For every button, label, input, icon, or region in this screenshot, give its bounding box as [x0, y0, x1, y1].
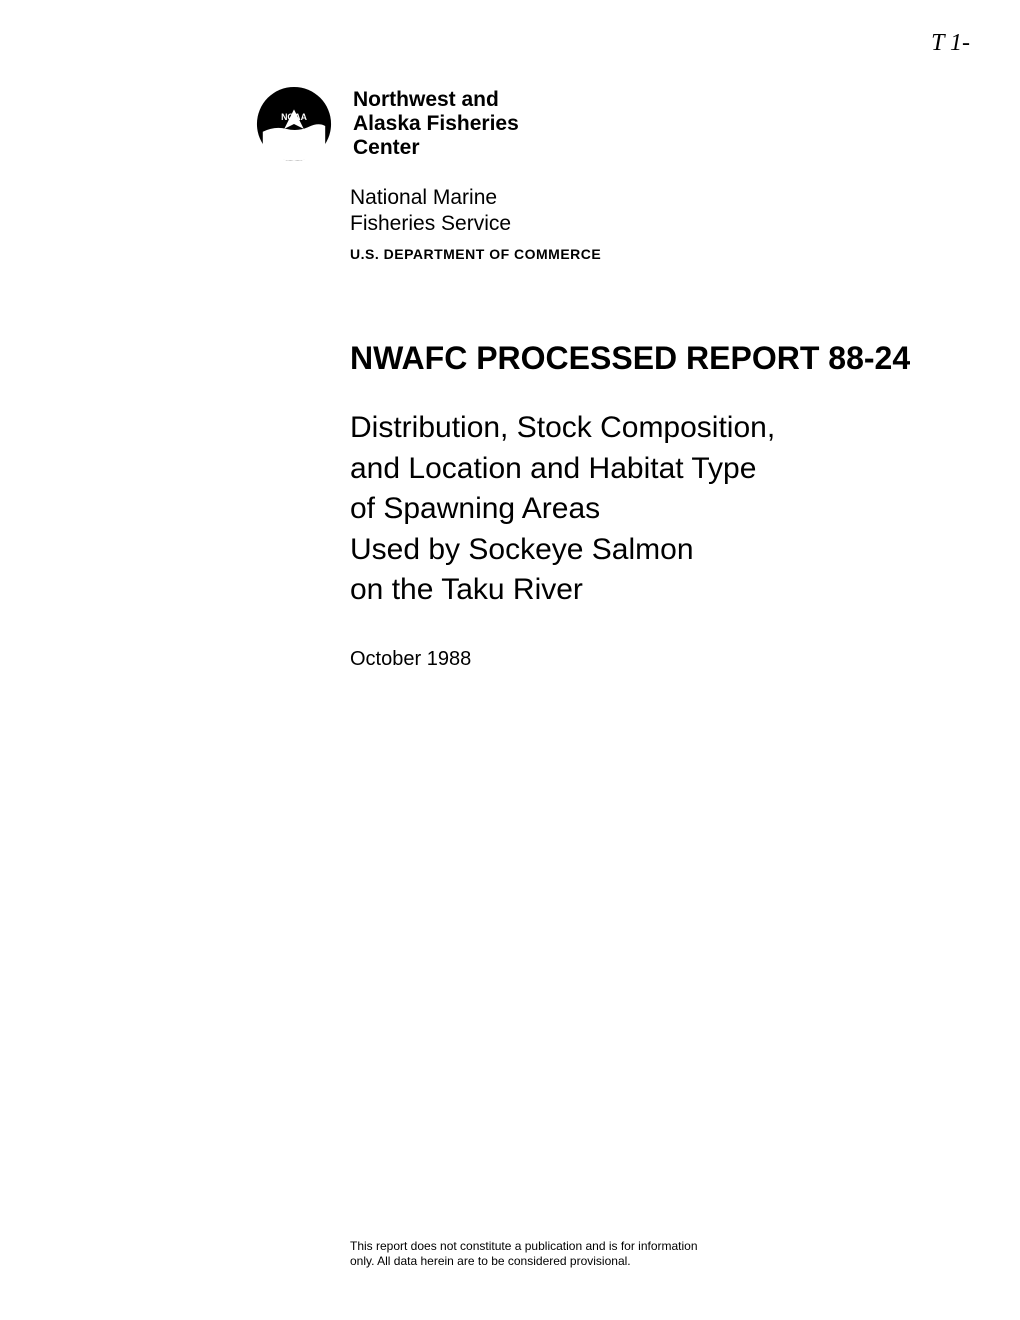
report-number: NWAFC PROCESSED REPORT 88-24 [350, 340, 910, 377]
title-line5: on the Taku River [350, 570, 775, 611]
org-title-line3: Center [353, 136, 519, 160]
title-line2: and Location and Habitat Type [350, 449, 775, 490]
sub-organization: National Marine Fisheries Service [350, 185, 511, 238]
title-line4: Used by Sockeye Salmon [350, 530, 775, 571]
report-date: October 1988 [350, 648, 471, 671]
footer-disclaimer: This report does not constitute a public… [350, 1239, 698, 1270]
handwritten-annotation: T 1- [931, 30, 970, 57]
organization-title-block: Northwest and Alaska Fisheries Center [353, 85, 519, 160]
noaa-logo-svg: NOAA [255, 85, 333, 163]
department-label: U.S. DEPARTMENT OF COMMERCE [350, 246, 601, 262]
header-section: NOAA Northwest and Alaska Fisheries Cent… [255, 85, 519, 163]
noaa-logo: NOAA [255, 85, 333, 163]
title-line1: Distribution, Stock Composition, [350, 408, 775, 449]
title-line3: of Spawning Areas [350, 489, 775, 530]
footer-line1: This report does not constitute a public… [350, 1239, 698, 1255]
sub-org-line2: Fisheries Service [350, 211, 511, 237]
svg-text:NOAA: NOAA [281, 112, 307, 122]
org-title-line2: Alaska Fisheries [353, 112, 519, 136]
org-title-line1: Northwest and [353, 88, 519, 112]
report-title: Distribution, Stock Composition, and Loc… [350, 408, 775, 611]
annotation-text: T 1- [931, 30, 970, 56]
sub-org-line1: National Marine [350, 185, 511, 211]
footer-line2: only. All data herein are to be consider… [350, 1254, 698, 1270]
